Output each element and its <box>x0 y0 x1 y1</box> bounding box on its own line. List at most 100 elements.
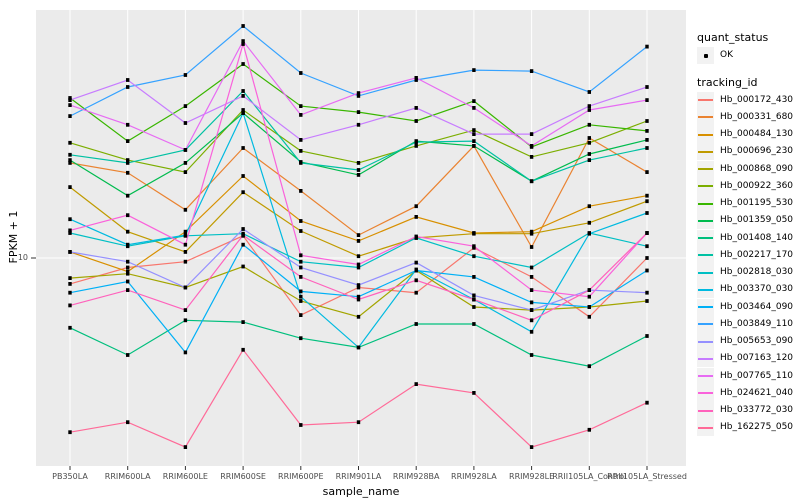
data-point <box>126 85 130 89</box>
data-point <box>241 174 245 178</box>
data-point <box>126 78 130 82</box>
data-point <box>472 144 476 148</box>
x-tick-label-RRIM600SE: RRIM600SE <box>220 472 266 481</box>
data-point <box>587 427 591 432</box>
legend-key-line <box>698 116 713 119</box>
data-point <box>356 262 361 267</box>
data-point <box>645 129 649 133</box>
data-point <box>183 259 188 264</box>
data-point <box>472 231 476 236</box>
data-point <box>183 104 188 108</box>
data-point <box>68 114 72 118</box>
legend-key <box>697 195 714 212</box>
data-point <box>183 285 188 290</box>
data-point <box>645 98 649 102</box>
data-point <box>183 318 188 323</box>
data-point <box>241 190 245 195</box>
data-point <box>183 445 188 449</box>
data-point <box>299 229 303 233</box>
legend-key <box>697 402 714 419</box>
legend-item-label: Hb_001408_140 <box>720 232 794 243</box>
data-point <box>68 325 72 330</box>
data-point <box>299 299 303 303</box>
legend-key <box>697 160 714 178</box>
legend-item-label: Hb_007765_110 <box>720 370 794 381</box>
data-point <box>472 275 476 279</box>
data-point <box>587 122 591 127</box>
data-point <box>356 168 361 172</box>
data-point <box>529 155 534 159</box>
data-point <box>68 217 72 222</box>
data-point <box>299 253 303 258</box>
data-point <box>414 382 418 386</box>
data-point <box>126 193 130 198</box>
legend-key-line <box>698 392 713 395</box>
legend-key-line <box>698 288 713 291</box>
data-point <box>126 259 130 264</box>
data-point <box>529 132 534 136</box>
legend-key-line <box>698 323 713 326</box>
data-point <box>126 139 130 143</box>
legend-item-label: Hb_003464_090 <box>720 301 794 312</box>
data-point <box>472 305 476 309</box>
data-point <box>299 161 303 165</box>
legend-item-label: Hb_007163_120 <box>720 353 794 364</box>
data-point <box>299 113 303 117</box>
data-point <box>299 294 303 299</box>
legend-key <box>697 315 714 333</box>
legend-key <box>697 367 714 385</box>
data-point <box>472 139 476 143</box>
data-point <box>299 265 303 270</box>
data-point <box>414 78 418 82</box>
x-tick-label-RRII105LA_Stressed: RRII105LA_Stressed <box>607 472 687 481</box>
data-point <box>472 293 476 298</box>
data-point <box>299 313 303 317</box>
data-point <box>587 108 591 112</box>
legend-item-label: Hb_002217_170 <box>720 249 794 260</box>
data-point <box>299 189 303 193</box>
data-point <box>299 71 303 75</box>
data-point <box>241 89 245 93</box>
legend-key-line <box>698 150 713 153</box>
data-point <box>126 265 130 270</box>
data-point <box>645 244 649 249</box>
data-point <box>241 39 245 43</box>
data-point <box>68 228 72 233</box>
data-point <box>587 231 591 236</box>
x-axis-title: sample_name <box>322 485 400 498</box>
data-point <box>472 99 476 103</box>
data-point <box>356 122 361 127</box>
legend-item-label: Hb_005653_090 <box>720 336 794 346</box>
data-point <box>645 146 649 150</box>
data-point <box>183 350 188 355</box>
data-point <box>126 122 130 127</box>
data-point <box>414 76 418 80</box>
legend-key-line <box>698 237 713 239</box>
data-point <box>414 106 418 110</box>
data-point <box>183 250 188 254</box>
data-point <box>241 227 245 231</box>
data-point <box>241 264 245 269</box>
data-point <box>183 73 188 77</box>
legend-key <box>697 177 714 195</box>
legend-key-line <box>698 271 713 274</box>
data-point <box>183 229 188 234</box>
legend-key <box>697 419 714 437</box>
data-point <box>183 161 188 165</box>
data-point <box>587 104 591 108</box>
data-point <box>68 161 72 165</box>
legend-label-ok: OK <box>720 50 733 60</box>
legend-key-line <box>698 375 713 377</box>
legend-key-line <box>698 219 713 222</box>
legend-key <box>697 298 714 316</box>
data-point <box>472 254 476 259</box>
data-point <box>356 110 361 114</box>
data-point <box>472 68 476 72</box>
data-point <box>529 229 534 234</box>
data-point <box>356 314 361 319</box>
data-point <box>529 245 534 249</box>
data-point <box>529 288 534 292</box>
data-point <box>529 144 534 148</box>
data-point <box>472 391 476 395</box>
legend-key <box>697 212 714 230</box>
